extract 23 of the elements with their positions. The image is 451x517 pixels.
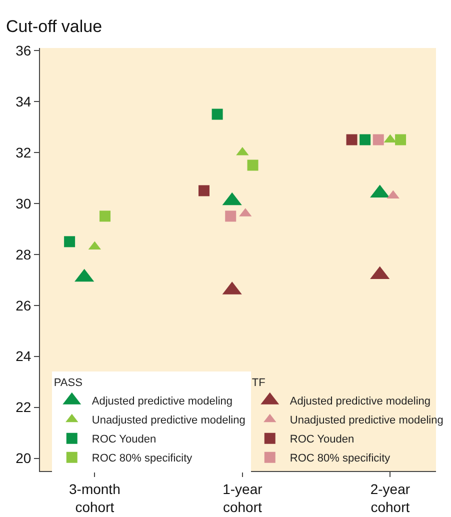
legend-label: Unadjusted predictive modeling — [290, 414, 444, 427]
y-tick-label: 32 — [16, 144, 32, 160]
legend-label: ROC 80% specificity — [92, 452, 193, 465]
y-tick-label: 20 — [16, 450, 32, 466]
y-axis-title: Cut-off value — [6, 17, 102, 36]
legend-label: ROC Youden — [290, 434, 354, 446]
legend-label: ROC 80% specificity — [290, 452, 391, 465]
x-tick-label: 1-year cohort — [222, 480, 263, 515]
text: PASS — [54, 376, 82, 389]
y-tick-label: 28 — [16, 246, 32, 262]
legend-label: Adjusted predictive modeling — [290, 396, 431, 408]
legend-label: Adjusted predictive modeling — [92, 396, 233, 408]
y-tick-label: 22 — [16, 399, 32, 416]
y-tick-label: 34 — [16, 93, 32, 110]
x-tick-label: 2-year cohort — [370, 480, 410, 515]
text: TF — [252, 376, 266, 389]
y-tick-label: 36 — [16, 42, 32, 58]
y-tick-label: 24 — [16, 348, 32, 364]
legend-label: ROC Youden — [92, 434, 156, 446]
y-tick-label: 30 — [16, 195, 32, 212]
x-tick-label: 3-month cohort — [68, 480, 120, 515]
y-tick-label: 26 — [16, 297, 32, 314]
legend-label: Unadjusted predictive modeling — [92, 414, 246, 427]
